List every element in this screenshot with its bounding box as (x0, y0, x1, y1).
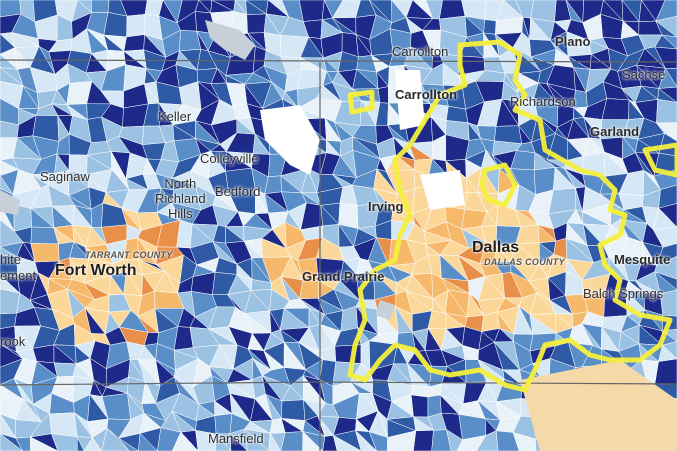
census-tract (244, 428, 269, 451)
lake-water (375, 300, 395, 320)
dallas-city-boundary (347, 39, 673, 393)
nrh-line-2: Richland (155, 190, 206, 206)
census-tract (118, 437, 139, 451)
census-tract (658, 184, 677, 209)
census-tract (229, 433, 248, 451)
census-tract (368, 431, 388, 451)
census-tract (512, 432, 537, 451)
census-tract (656, 243, 677, 266)
county-boundary (0, 381, 321, 386)
census-tract (101, 427, 130, 451)
city-label-grand-prairie[interactable]: Grand Prairie (302, 269, 385, 284)
census-tract (30, 436, 58, 451)
city-label-dallas[interactable]: Dallas (472, 239, 520, 256)
dallas-city-boundary-inner (347, 89, 375, 115)
census-tract (431, 429, 452, 451)
city-label-carrollton-top[interactable]: Carrollton (392, 44, 449, 59)
census-tract (660, 289, 677, 317)
city-label-keller[interactable]: Keller (158, 109, 192, 124)
census-tract (322, 435, 338, 451)
county-label-tarrant: TARRANT COUNTY (85, 250, 173, 260)
city-label-bedford[interactable]: Bedford (215, 184, 261, 199)
census-tract (386, 430, 417, 451)
census-tract (446, 429, 463, 451)
city-label-plano[interactable]: Plano (555, 34, 591, 49)
census-tract (171, 431, 199, 451)
dallas-city-boundary-inner (479, 162, 518, 208)
city-label-irving[interactable]: Irving (368, 199, 404, 214)
city-label-mesquite[interactable]: Mesquite (614, 252, 671, 267)
city-label-white-settlement-2[interactable]: ement (0, 268, 37, 283)
city-label-north-richland-hills[interactable]: North Richland Hills (155, 176, 206, 222)
nrh-line-3: Hills (168, 205, 193, 221)
census-tract (654, 358, 677, 385)
census-tract (15, 436, 31, 451)
lake-water (0, 190, 20, 215)
city-label-benbrook[interactable]: rook (0, 334, 26, 349)
census-tract (354, 429, 378, 451)
airport-area (260, 105, 320, 175)
census-tract (76, 436, 85, 451)
census-tract (138, 432, 158, 451)
census-tract (50, 433, 78, 451)
dallas-city-boundary-inner (642, 142, 677, 178)
census-tract (655, 0, 677, 22)
city-label-white-settlement-1[interactable]: hite (0, 252, 21, 267)
census-tract (656, 99, 677, 124)
city-label-mansfield[interactable]: Mansfield (208, 431, 264, 446)
census-tract (302, 430, 323, 451)
airport-area (395, 70, 425, 130)
census-tract (0, 433, 24, 451)
city-label-balch-springs[interactable]: Balch Springs (583, 286, 664, 301)
city-label-fort-worth[interactable]: Fort Worth (55, 262, 137, 279)
lake-water (205, 20, 255, 60)
city-label-colleyville[interactable]: Colleyville (200, 151, 259, 166)
census-tract (476, 430, 499, 451)
nrh-line-1: North (164, 176, 197, 191)
census-tract (280, 431, 304, 451)
airport-area (420, 170, 465, 210)
city-label-garland[interactable]: Garland (590, 124, 640, 139)
city-label-richardson[interactable]: Richardson (510, 94, 576, 109)
lake-water (520, 360, 677, 451)
census-tract (495, 430, 520, 451)
census-tract (413, 430, 434, 451)
census-tract (83, 437, 102, 451)
city-label-carrollton[interactable]: Carrollton (395, 87, 458, 102)
county-label-dallas: DALLAS COUNTY (484, 257, 565, 267)
city-label-saginaw[interactable]: Saginaw (40, 169, 90, 184)
census-tract (195, 430, 217, 451)
census-tract (332, 434, 362, 451)
county-boundary (0, 59, 677, 63)
city-label-sachse[interactable]: Sachse (622, 67, 666, 82)
census-tract (268, 432, 282, 451)
census-tract (652, 226, 677, 248)
census-tract (157, 427, 182, 451)
census-tract (215, 433, 232, 451)
census-tract (654, 46, 677, 69)
